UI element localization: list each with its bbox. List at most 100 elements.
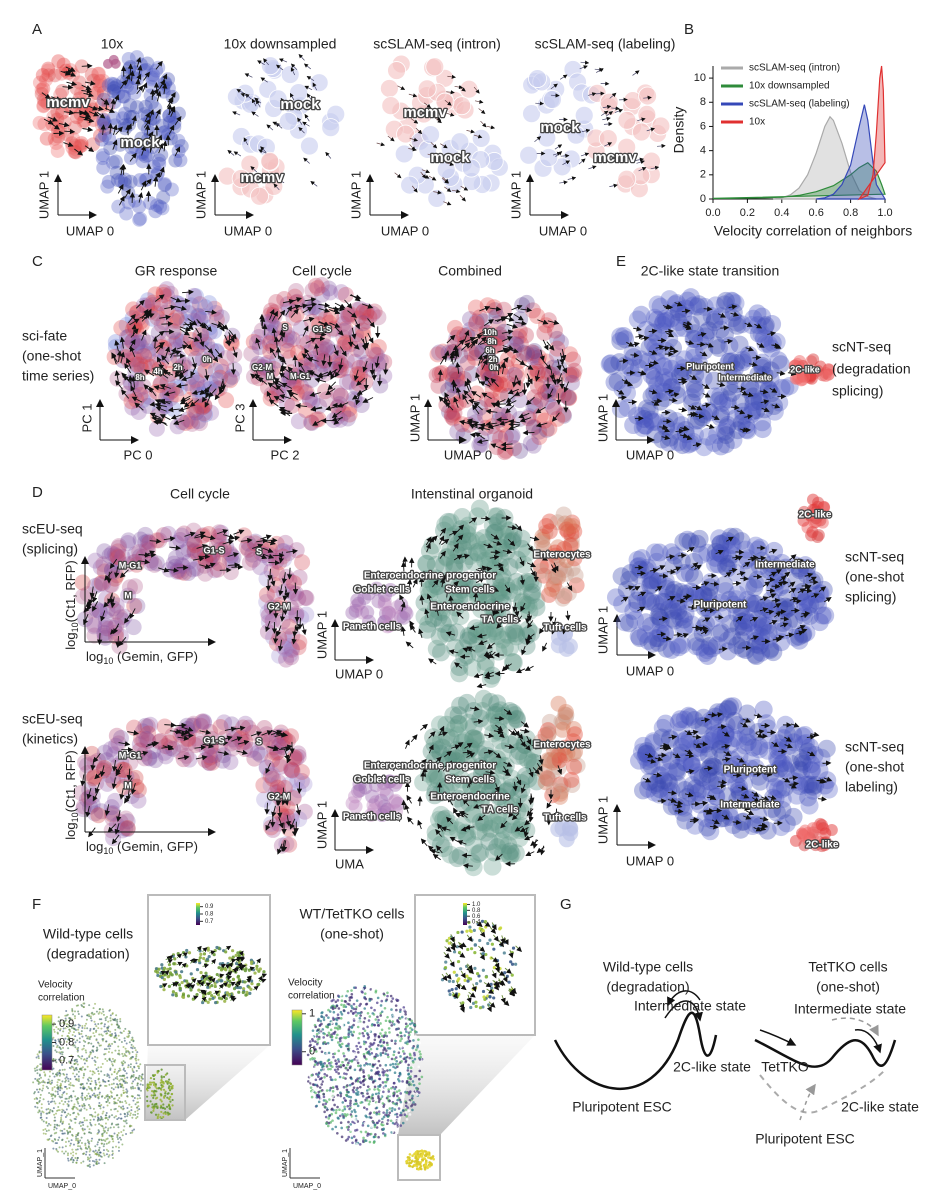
cell-dot xyxy=(660,763,678,781)
annotation: M xyxy=(267,372,274,381)
cell-dot xyxy=(717,558,735,576)
cell-dot xyxy=(187,994,190,997)
velocity-arrow xyxy=(420,724,427,730)
cell-dot xyxy=(101,621,117,637)
cell-dot xyxy=(224,369,240,385)
cell-dot xyxy=(703,757,721,775)
cell-dot xyxy=(512,311,528,327)
cell-dot xyxy=(90,1052,92,1054)
cell-dot xyxy=(237,991,240,994)
velocity-arrow xyxy=(772,586,780,587)
row-label: scNT-seq xyxy=(832,339,891,355)
cell-dot xyxy=(816,819,828,831)
axis-label: log10 (Gemin, GFP) xyxy=(86,839,198,856)
velocity-arrow xyxy=(333,405,344,406)
annotation: G1-S xyxy=(203,545,224,555)
x-tick-label: 0.0 xyxy=(705,207,720,219)
cell-dot xyxy=(367,347,383,363)
cell-dot xyxy=(107,793,123,809)
axis-label: PC 0 xyxy=(124,447,153,462)
axis-label: UMAP 1 xyxy=(508,171,523,219)
cell-dot xyxy=(206,986,209,989)
legend-label: 10x xyxy=(749,117,765,128)
axis-label: UMAP 0 xyxy=(539,223,587,238)
cell-dot xyxy=(47,1101,49,1103)
cell-dot xyxy=(242,991,245,994)
velocity-arrow xyxy=(609,185,617,187)
cell-dot xyxy=(68,1080,70,1082)
row-label: time series) xyxy=(22,368,94,384)
cell-dot xyxy=(136,154,150,168)
cell-dot xyxy=(171,993,174,996)
annotation: 6h xyxy=(485,346,494,355)
velocity-arrow xyxy=(780,619,788,620)
cell-dot xyxy=(685,568,703,586)
velocity-arrow xyxy=(406,805,409,814)
cell-dot xyxy=(813,529,825,541)
cell-dot xyxy=(512,781,530,799)
cell-dot xyxy=(220,968,223,971)
panel-label: A xyxy=(32,21,42,38)
annotation: 8h xyxy=(135,373,144,382)
axis-label: UMAP 1 xyxy=(314,801,329,849)
cell-dot xyxy=(720,337,738,355)
y-tick-label: 2 xyxy=(700,169,706,181)
cell-dot xyxy=(251,187,269,205)
cell-dot xyxy=(467,730,485,748)
velocity-arrow xyxy=(581,62,589,63)
velocity-arrow xyxy=(704,309,712,310)
velocity-arrow xyxy=(773,639,781,640)
cell-dot xyxy=(201,1001,204,1004)
velocity-arrow xyxy=(602,118,610,120)
cell-dot xyxy=(95,576,111,592)
cell-dot xyxy=(257,983,260,986)
cell-dot xyxy=(692,780,710,798)
cell-dot xyxy=(244,994,247,997)
cell-dot xyxy=(215,747,231,763)
cell-dot xyxy=(224,950,227,953)
cell-dot xyxy=(250,961,253,964)
cell-dot xyxy=(188,404,204,420)
velocity-arrow xyxy=(377,143,385,145)
annotation: Goblet cells xyxy=(354,585,411,596)
cell-dot xyxy=(732,394,750,412)
cell-dot xyxy=(284,762,300,778)
cell-dot xyxy=(243,980,246,983)
cell-dot xyxy=(468,316,484,332)
cell-dot xyxy=(96,113,110,127)
cell-dot xyxy=(129,1114,131,1116)
row-label: scEU-seq xyxy=(22,521,83,537)
annotation: 4h xyxy=(153,367,162,376)
annotation: 8h xyxy=(487,337,496,346)
axis-label: UMAP 0 xyxy=(626,663,674,678)
cell-dot xyxy=(156,974,159,977)
cell-dot xyxy=(520,146,538,164)
cell-dot xyxy=(291,413,307,429)
cell-dot xyxy=(516,345,532,361)
velocity-arrow xyxy=(303,624,305,635)
cell-dot xyxy=(562,638,578,654)
cell-dot xyxy=(734,640,752,658)
annotation: Intermediate xyxy=(720,800,780,811)
cell-dot xyxy=(650,543,668,561)
row-label: (one-shot xyxy=(22,348,81,364)
cell-dot xyxy=(708,636,726,654)
velocity-arrow xyxy=(395,173,401,178)
cell-dot xyxy=(610,353,628,371)
cell-dot xyxy=(195,993,198,996)
cell-dot xyxy=(512,443,528,459)
cell-dot xyxy=(711,535,729,553)
plot-title: Combined xyxy=(438,263,502,279)
cell-dot xyxy=(724,697,742,715)
velocity-arrow xyxy=(161,324,172,325)
annotation: 2C-like xyxy=(799,510,832,521)
cell-dot xyxy=(228,967,231,970)
cell-dot xyxy=(237,716,253,732)
velocity-arrow xyxy=(305,64,311,69)
cell-dot xyxy=(85,1023,87,1025)
velocity-arrow xyxy=(479,109,485,114)
cell-dot xyxy=(228,993,231,996)
cell-dot xyxy=(238,961,241,964)
axis-label-part: log xyxy=(86,839,103,854)
cell-dot xyxy=(801,797,819,815)
